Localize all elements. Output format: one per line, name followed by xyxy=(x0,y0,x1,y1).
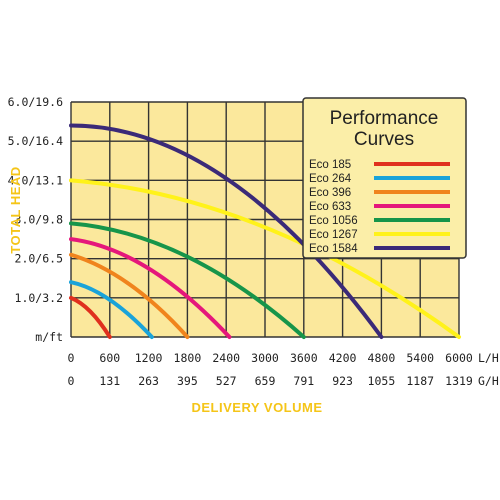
x-tick-label-gh: 1187 xyxy=(406,374,434,388)
y-tick-label: 2.0/6.5 xyxy=(15,252,63,266)
x-tick-label-lh: 600 xyxy=(99,351,120,365)
x-tick-label-gh: 923 xyxy=(332,374,353,388)
legend-label-eco-633: Eco 633 xyxy=(309,201,351,213)
x-tick-label-lh: 5400 xyxy=(406,351,434,365)
x-tick-label-lh: 1200 xyxy=(135,351,163,365)
legend-label-eco-185: Eco 185 xyxy=(309,159,351,171)
legend-title-line1: Performance xyxy=(330,108,439,129)
x-unit-gh: G/H xyxy=(478,374,499,388)
x-axis-title: DELIVERY VOLUME xyxy=(191,400,322,415)
curve-eco-633 xyxy=(69,237,232,339)
y-axis-title: TOTAL HEAD xyxy=(8,166,23,253)
x-tick-label-lh: 2400 xyxy=(212,351,240,365)
curve-eco-264 xyxy=(69,280,154,339)
curve-eco-396 xyxy=(69,252,190,339)
x-tick-label-lh: 4800 xyxy=(368,351,396,365)
x-axis-ticks: 0 600 1200 1800 2400 3000 3600 4200 4800 5400 6000… xyxy=(68,351,499,388)
performance-curves xyxy=(69,123,461,339)
x-tick-label-gh: 791 xyxy=(293,374,314,388)
y-tick-label: 1.0/3.2 xyxy=(15,291,63,305)
curve-eco-1584 xyxy=(69,123,384,339)
x-tick-label-gh: 263 xyxy=(138,374,159,388)
x-tick-label-lh: 6000 xyxy=(445,351,473,365)
x-tick-label-lh: 0 xyxy=(68,351,75,365)
legend-label-eco-1584: Eco 1584 xyxy=(309,243,358,255)
y-tick-label: 4.0/13.1 xyxy=(8,173,63,187)
x-tick-label-gh: 659 xyxy=(255,374,276,388)
x-tick-label-gh: 527 xyxy=(216,374,237,388)
legend-label-eco-264: Eco 264 xyxy=(309,173,352,185)
x-tick-label-lh: 1800 xyxy=(174,351,202,365)
curve-eco-1056 xyxy=(69,221,306,339)
legend-label-eco-1267: Eco 1267 xyxy=(309,229,358,241)
x-tick-label-gh: 395 xyxy=(177,374,198,388)
x-tick-label-gh: 0 xyxy=(68,374,75,388)
x-unit-lh: L/H xyxy=(478,351,499,365)
y-axis-ticks: m/ft 1.0/3.2 2.0/6.5 3.0/9.8 4.0/13.1 5.0/16.… xyxy=(8,95,63,344)
legend-label-eco-396: Eco 396 xyxy=(309,187,351,199)
y-tick-label: 6.0/19.6 xyxy=(8,95,63,109)
x-tick-label-gh: 1319 xyxy=(445,374,473,388)
legend-label-eco-1056: Eco 1056 xyxy=(309,215,358,227)
x-tick-label-lh: 4200 xyxy=(329,351,357,365)
curve-eco-185 xyxy=(69,295,112,339)
y-tick-label: 5.0/16.4 xyxy=(8,134,63,148)
curve-eco-1267 xyxy=(69,178,461,339)
legend-title-line2: Curves xyxy=(354,129,414,150)
y-tick-label: m/ft xyxy=(35,330,63,344)
legend-entries: Eco 185 Eco 264 Eco 396 Eco 633 Eco 1056 Eco … xyxy=(309,159,450,255)
y-tick-label: 3.0/9.8 xyxy=(15,213,64,227)
x-tick-label-lh: 3000 xyxy=(251,351,279,365)
x-tick-label-lh: 3600 xyxy=(290,351,318,365)
legend: Performance Curves Eco 185 Eco 264 Eco 396… xyxy=(302,97,467,259)
x-tick-label-gh: 1055 xyxy=(368,374,396,388)
x-tick-label-gh: 131 xyxy=(99,374,120,388)
